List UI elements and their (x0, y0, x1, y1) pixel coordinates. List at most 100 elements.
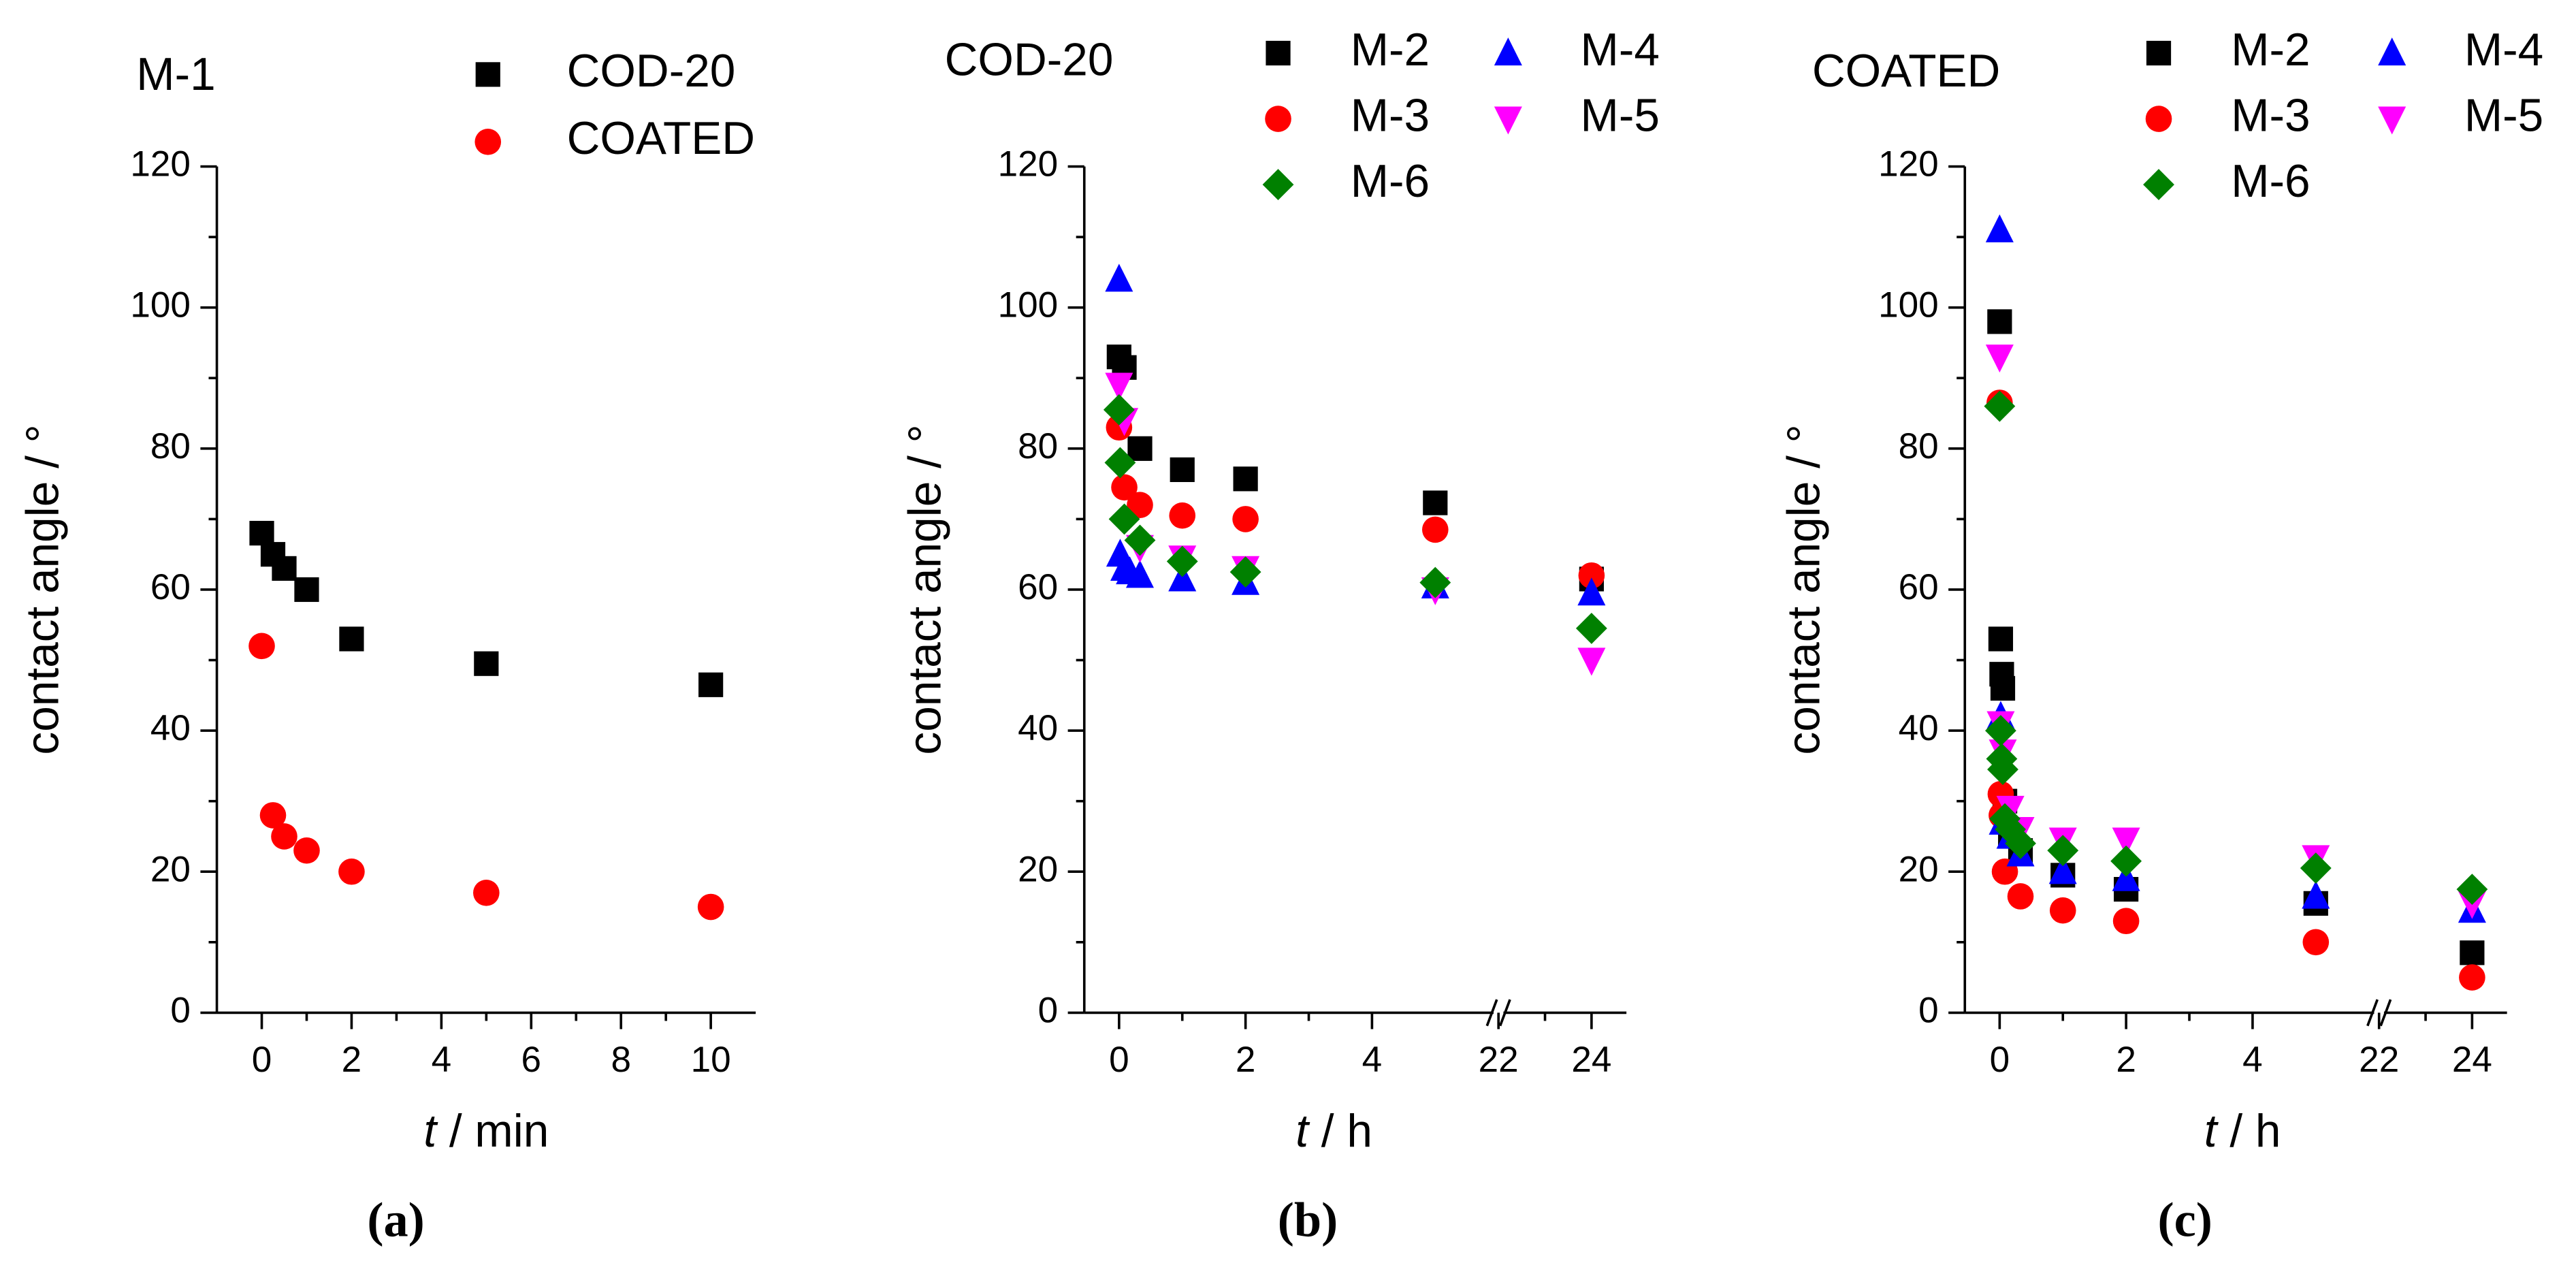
x-tick-label: 24 (2452, 1040, 2492, 1080)
legend-marker (474, 129, 502, 155)
legend-label: M-5 (2464, 90, 2543, 141)
marker-triangle (1168, 563, 1197, 592)
x-tick-label: 22 (2359, 1040, 2399, 1080)
marker-diamond (1166, 545, 1198, 577)
marker-diamond (1575, 612, 1607, 644)
y-tick-label: 0 (170, 990, 191, 1030)
marker-circle (338, 858, 365, 885)
marker-circle (1232, 506, 1259, 532)
x-tick-label: 0 (1109, 1040, 1129, 1080)
marker-triangle-down (1577, 648, 1606, 676)
y-tick-label: 60 (1018, 567, 1058, 607)
marker-square (1170, 457, 1195, 482)
legend-marker (2378, 37, 2406, 66)
y-axis-label: contact angle / ° (899, 424, 950, 754)
y-tick-label: 80 (150, 426, 191, 466)
marker-diamond (1103, 394, 1135, 426)
x-tick-label: 24 (1571, 1040, 1611, 1080)
marker-circle (2007, 883, 2034, 910)
chart-title: COATED (1812, 46, 2001, 97)
y-tick-label: 0 (1918, 990, 1939, 1030)
marker-square (249, 521, 274, 546)
marker-diamond (1985, 715, 2016, 747)
y-tick-label: 20 (1899, 849, 1939, 889)
legend-label: M-3 (1351, 90, 1430, 141)
legend-label: COD-20 (567, 46, 736, 97)
x-axis-symbol: t (423, 1106, 438, 1157)
marker-triangle-down (1985, 345, 2014, 373)
x-axis-symbol: t (1295, 1106, 1310, 1157)
axis-break (2379, 999, 2392, 1027)
marker-triangle (1985, 214, 2014, 242)
x-tick-label: 2 (342, 1040, 362, 1080)
chart-title: COD-20 (945, 34, 1114, 85)
y-axis-label: contact angle / ° (1778, 424, 1829, 754)
y-tick-label: 40 (150, 708, 191, 748)
legend-label: M-4 (2464, 25, 2543, 76)
x-tick-label: 10 (691, 1040, 731, 1080)
y-tick-label: 120 (130, 144, 191, 185)
marker-diamond (2005, 827, 2036, 859)
marker-circle (2049, 897, 2076, 924)
y-tick-label: 60 (1899, 567, 1939, 607)
y-tick-label: 80 (1018, 426, 1058, 466)
marker-square (2460, 940, 2485, 965)
marker-diamond (1229, 556, 1261, 588)
marker-circle (271, 823, 297, 850)
legend-marker (2143, 169, 2174, 201)
marker-circle (1127, 492, 1153, 518)
x-axis-unit: / min (449, 1106, 549, 1157)
axis-break (2366, 999, 2379, 1027)
x-tick-label: 0 (252, 1040, 272, 1080)
x-axis-unit: / h (2229, 1106, 2281, 1157)
panel-label: (a) (367, 1192, 424, 1247)
axis-break (1485, 999, 1498, 1027)
y-tick-label: 0 (1038, 990, 1059, 1030)
x-axis-label: t / min (423, 1106, 549, 1157)
legend-marker (1262, 169, 1294, 201)
marker-triangle (2112, 863, 2140, 891)
marker-square (1127, 436, 1153, 461)
marker-circle (2302, 929, 2330, 956)
marker-triangle-down (1105, 372, 1133, 401)
y-tick-label: 80 (1899, 426, 1939, 466)
marker-diamond (1987, 754, 2018, 785)
marker-diamond (1124, 524, 1156, 556)
x-axis-label: t / h (2204, 1106, 2281, 1157)
legend-label: M-6 (2231, 156, 2310, 207)
marker-diamond (1104, 447, 1136, 479)
marker-square (272, 556, 297, 581)
x-tick-label: 0 (1990, 1040, 2010, 1080)
y-tick-label: 20 (150, 849, 191, 889)
marker-triangle (1125, 560, 1155, 588)
axis-break (1498, 999, 1511, 1027)
marker-triangle (1105, 263, 1133, 292)
x-tick-label: 22 (1479, 1040, 1519, 1080)
legend-marker (1494, 37, 1522, 66)
x-axis-symbol: t (2204, 1106, 2219, 1157)
legend-marker (2146, 40, 2172, 66)
marker-square (1423, 490, 1448, 515)
legend-marker (2378, 106, 2406, 135)
y-tick-label: 100 (1878, 285, 1939, 325)
marker-triangle (2048, 856, 2077, 884)
marker-diamond (2456, 874, 2488, 906)
marker-diamond (1984, 390, 2016, 422)
legend-label: M-2 (2231, 25, 2310, 76)
x-tick-label: 2 (1236, 1040, 1256, 1080)
marker-square (1233, 466, 1258, 492)
legend-marker (1266, 40, 1291, 66)
legend-label: M-3 (2231, 90, 2310, 141)
chart-title: M-1 (136, 49, 215, 100)
x-tick-label: 2 (2116, 1040, 2136, 1080)
marker-triangle (1577, 577, 1606, 606)
x-axis-unit: / h (1321, 1106, 1372, 1157)
y-tick-label: 40 (1899, 708, 1939, 748)
x-tick-label: 6 (521, 1040, 542, 1080)
legend-label: COATED (567, 113, 756, 164)
marker-circle (2459, 964, 2485, 991)
marker-diamond (2047, 835, 2079, 867)
y-tick-label: 120 (998, 144, 1059, 185)
legend-marker (1494, 106, 1522, 135)
y-tick-label: 60 (150, 567, 191, 607)
